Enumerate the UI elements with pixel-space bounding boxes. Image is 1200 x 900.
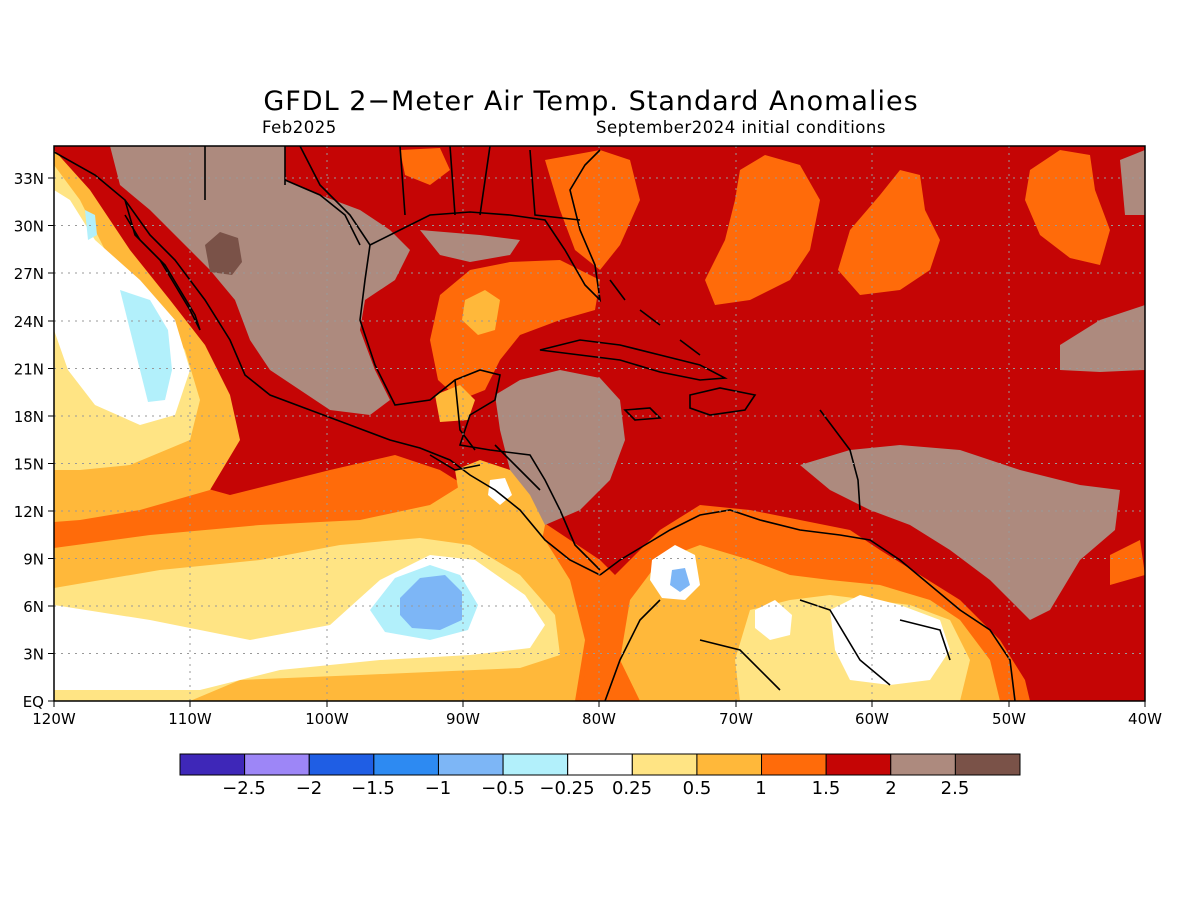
anomaly-field [54, 146, 1145, 701]
tropical-atlantic-orange-east [1110, 540, 1145, 585]
mexico-dark-brown-spot [205, 232, 242, 275]
colorbar-swatch [437, 753, 504, 776]
lon-label: 90W [446, 710, 480, 728]
atlantic-brown-far-east [1120, 150, 1145, 215]
atlantic-orange-northeast [838, 170, 940, 295]
lesser-antilles [819, 409, 861, 511]
lon-label: 60W [855, 710, 889, 728]
us-gulf-coast [369, 149, 602, 303]
lon-labels: 120W 110W 100W 90W 80W 70W 60W 50W 40W [32, 710, 1162, 728]
hispaniola [689, 387, 757, 416]
colorbar-swatch [244, 753, 310, 776]
colorbar-swatch [308, 753, 375, 776]
south-america-coast [599, 509, 1016, 701]
colorbar-label: 2 [885, 778, 896, 799]
guiana-neutral [830, 595, 950, 685]
lat-label: 27N [14, 265, 44, 283]
coastlines [54, 146, 1016, 701]
jamaica [623, 407, 662, 421]
atlantic-brown-east [1060, 305, 1145, 372]
colorbar-label: −1.5 [351, 778, 395, 799]
colorbar-label: 2.5 [941, 778, 970, 799]
lon-label: 50W [992, 710, 1026, 728]
south-america-borders [604, 599, 951, 701]
texas-brown-area [420, 230, 520, 262]
colorbar-swatch [502, 753, 569, 776]
colorbar-label: 0.25 [612, 778, 652, 799]
lat-label: 24N [14, 313, 44, 331]
us-state-borders [204, 146, 581, 221]
pacific-light-blue-north [120, 290, 172, 402]
lat-ticks [48, 177, 54, 702]
colorbar-label: 1 [755, 778, 766, 799]
baja-california [124, 199, 201, 331]
colorbar-swatch [890, 753, 956, 776]
colorbar-label: −1 [425, 778, 452, 799]
lat-label: 18N [14, 408, 44, 426]
lon-label: 120W [32, 710, 76, 728]
gulf-orange-area [430, 260, 600, 400]
lat-labels: 33N 30N 27N 24N 21N 18N 15N 12N 9N 6N 3N… [14, 170, 44, 711]
colorbar-label: −0.25 [539, 778, 594, 799]
pacific-blue-core [400, 575, 462, 630]
us-east-orange [400, 148, 450, 185]
colorbar-label: 1.5 [812, 778, 841, 799]
gulf-of-mexico-coast [299, 146, 601, 571]
lat-label: 12N [14, 503, 44, 521]
colorbar-swatch [179, 753, 246, 776]
tropical-atlantic-brown [800, 445, 1120, 620]
lat-label: 9N [23, 551, 44, 569]
texas-mexico-border [284, 179, 361, 246]
cuba [539, 339, 728, 381]
colorbar-swatch [954, 753, 1021, 776]
atlantic-orange-far-east [1025, 150, 1110, 265]
gulf-amber-area [462, 290, 500, 335]
lat-label: 21N [14, 361, 44, 379]
colorbar-label: 0.5 [683, 778, 712, 799]
florida-orange [545, 150, 640, 270]
lon-label: 70W [719, 710, 753, 728]
colorbar-label: −2 [296, 778, 323, 799]
bahamas [609, 279, 701, 356]
central-america-borders [429, 379, 541, 491]
lat-label: 33N [14, 170, 44, 188]
atlantic-orange-north [705, 155, 820, 305]
lat-label: 15N [14, 456, 44, 474]
init-conditions-label: September2024 initial conditions [596, 118, 886, 137]
valid-month-label: Feb2025 [262, 118, 337, 137]
lon-label: 110W [168, 710, 212, 728]
central-america-brown [495, 370, 625, 525]
lat-label: EQ [23, 693, 44, 711]
yucatan-amber [435, 385, 475, 422]
colorbar [179, 753, 1021, 776]
map-title: GFDL 2−Meter Air Temp. Standard Anomalie… [263, 86, 919, 117]
mexico-pacific-coast [54, 151, 601, 576]
lon-ticks [53, 701, 1146, 707]
colorbar-labels: −2.5 −2 −1.5 −1 −0.5 −0.25 0.25 0.5 1 1.… [222, 778, 969, 799]
colombia-blue-spot [670, 568, 690, 592]
lon-label: 100W [305, 710, 349, 728]
lon-label: 40W [1128, 710, 1162, 728]
lon-label: 80W [582, 710, 616, 728]
lat-label: 3N [23, 646, 44, 664]
mexico-brown-area [110, 146, 410, 415]
colorbar-label: −2.5 [222, 778, 266, 799]
colorbar-swatch [825, 753, 892, 776]
colorbar-swatch [696, 753, 763, 776]
colorbar-swatch [373, 753, 439, 776]
lat-label: 30N [14, 218, 44, 236]
colorbar-label: −0.5 [481, 778, 525, 799]
colorbar-swatch [631, 753, 698, 776]
colorbar-swatch [567, 753, 633, 776]
gridlines [54, 146, 1145, 701]
lat-label: 6N [23, 598, 44, 616]
venezuela-neutral [755, 600, 792, 640]
colorbar-swatch [761, 753, 827, 776]
